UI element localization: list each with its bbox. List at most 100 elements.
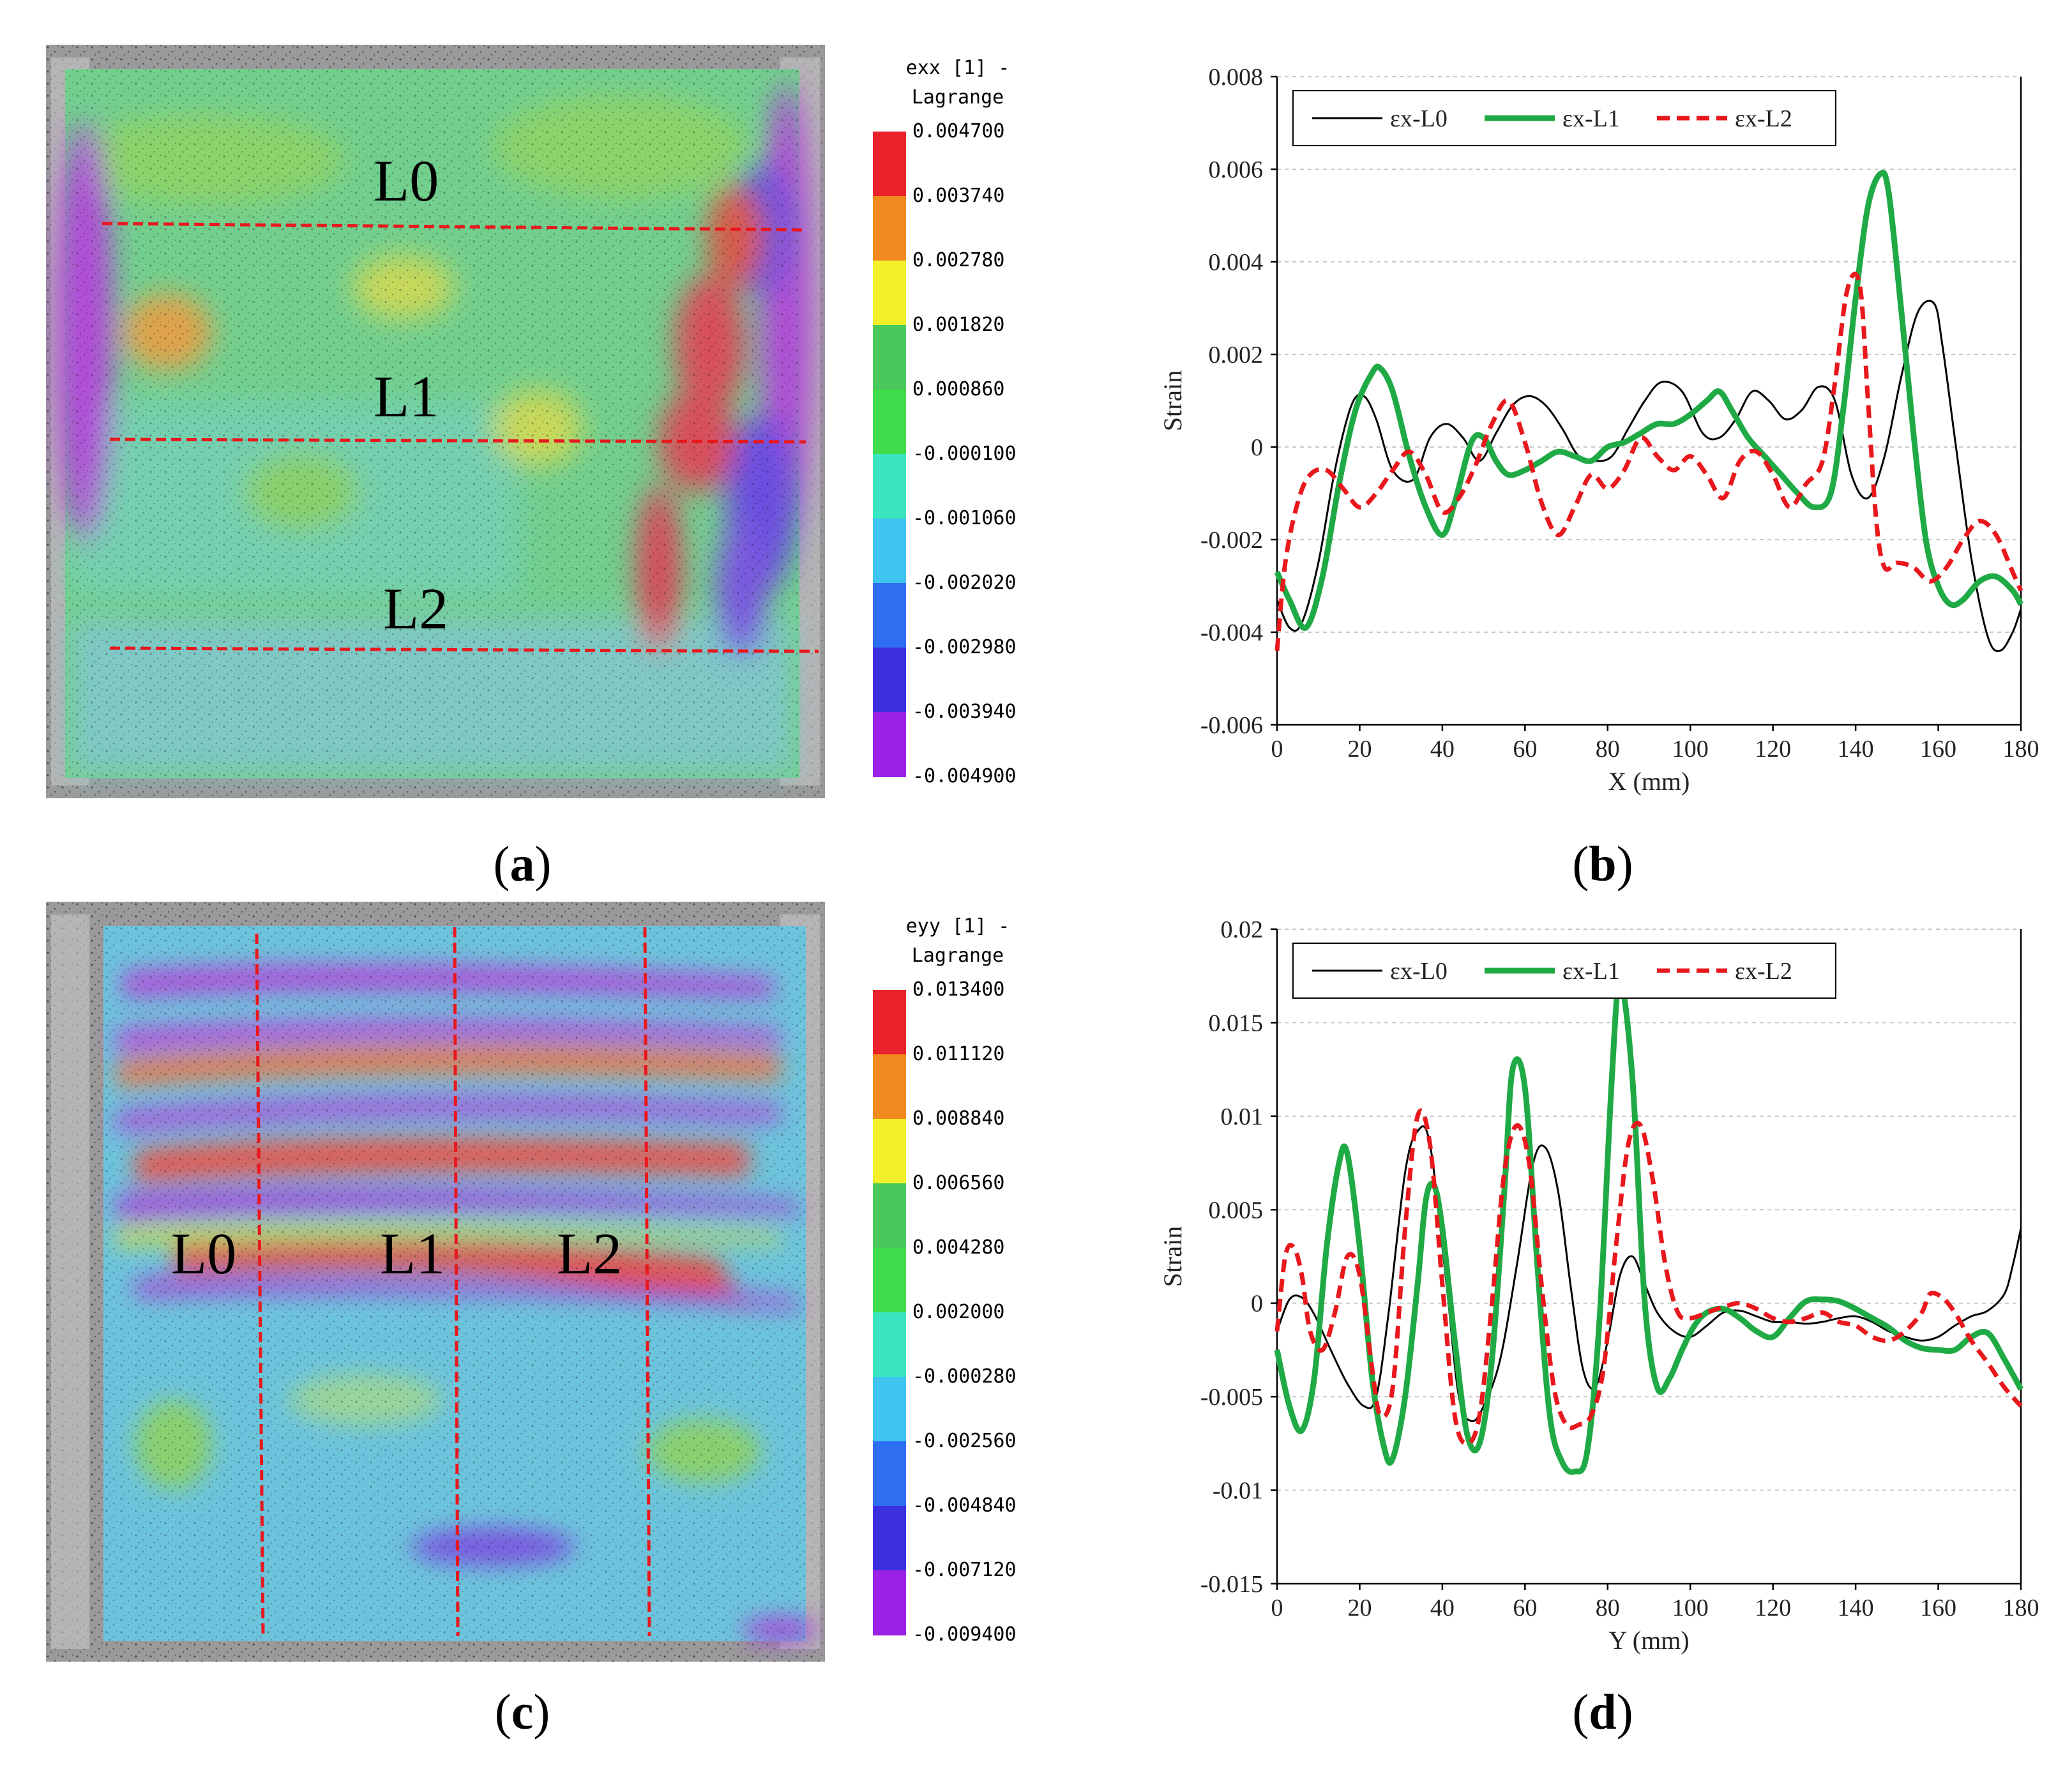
y-tick-label: 0 xyxy=(1251,1291,1263,1317)
colorbar-c-tick-label: 0.006560 xyxy=(912,1172,1005,1194)
colorbar-a-block xyxy=(873,390,906,455)
colorbar-a-tick-label: 0.003740 xyxy=(912,185,1005,207)
x-tick-label: 80 xyxy=(1596,736,1620,762)
y-axis-title: Strain xyxy=(1158,370,1187,432)
x-tick-label: 180 xyxy=(2003,1595,2039,1621)
x-tick-label: 180 xyxy=(2003,736,2039,762)
colorbar-c-tick-label: 0.002000 xyxy=(912,1301,1005,1323)
y-tick-label: 0 xyxy=(1251,434,1263,461)
x-tick-label: 80 xyxy=(1596,1595,1620,1621)
x-tick-label: 20 xyxy=(1347,1595,1372,1621)
colorbar-a-block xyxy=(873,519,906,584)
x-tick-label: 40 xyxy=(1430,1595,1455,1621)
y-tick-label: 0.005 xyxy=(1209,1197,1264,1224)
strain-field-c xyxy=(103,926,819,1642)
legend-label: εx-L0 xyxy=(1390,105,1448,132)
y-tick-label: -0.004 xyxy=(1200,619,1263,646)
colorbar-a-tick-label: -0.002020 xyxy=(912,572,1017,594)
colorbar-a-block xyxy=(873,583,906,648)
y-tick-label: 0.01 xyxy=(1221,1103,1264,1130)
x-tick-label: 0 xyxy=(1271,736,1283,762)
y-tick-label: -0.002 xyxy=(1200,527,1263,554)
line-L0-c xyxy=(255,933,265,1637)
dic-image-exx xyxy=(46,45,825,798)
colorbar-c-block xyxy=(873,1119,906,1184)
x-tick-label: 120 xyxy=(1755,736,1791,762)
line-label-L1-c: L1 xyxy=(380,1221,446,1286)
colorbar-a-tick-label: 0.001820 xyxy=(912,314,1005,336)
colorbar-a-block xyxy=(873,712,906,777)
colorbar-a xyxy=(873,132,906,777)
x-tick-label: 20 xyxy=(1347,736,1372,762)
line-L2-c xyxy=(643,927,651,1637)
line-label-L1-a: L1 xyxy=(374,364,439,429)
x-tick-label: 160 xyxy=(1920,1595,1956,1621)
line-label-L0-c: L0 xyxy=(171,1221,237,1286)
y-tick-label: 0.006 xyxy=(1209,156,1264,183)
series-line-1 xyxy=(1274,169,2023,631)
colorbar-a-tick-label: -0.004900 xyxy=(912,765,1017,787)
strain-field-a xyxy=(56,69,812,778)
colorbar-c xyxy=(873,990,906,1635)
colorbar-c-tick-label: 0.004280 xyxy=(912,1236,1005,1259)
series-line-2 xyxy=(1274,271,2023,651)
colorbar-c-block xyxy=(873,1248,906,1313)
colorbar-c-tick-label: 0.013400 xyxy=(912,978,1005,1001)
x-tick-label: 60 xyxy=(1513,1595,1537,1621)
x-tick-label: 120 xyxy=(1755,1595,1791,1621)
colorbar-title-a: exx [1] - Lagrange xyxy=(905,57,1010,109)
line-L0-a xyxy=(102,222,805,232)
legend-label: εx-L2 xyxy=(1735,105,1792,132)
x-tick-label: 100 xyxy=(1672,1595,1709,1621)
x-axis-title: X (mm) xyxy=(1608,767,1690,796)
legend-box xyxy=(1292,943,1836,999)
colorbar-c-block xyxy=(873,1054,906,1119)
legend-box xyxy=(1292,90,1836,146)
line-label-L2-a: L2 xyxy=(383,576,449,641)
panel-label-d: (d) xyxy=(1572,1684,1633,1740)
y-axis-title: Strain xyxy=(1158,1226,1187,1287)
x-tick-label: 140 xyxy=(1838,736,1874,762)
panel-label-a: (a) xyxy=(493,836,552,891)
dic-image-eyy xyxy=(46,902,825,1662)
colorbar-c-tick-label: -0.004840 xyxy=(912,1494,1017,1517)
legend-label: εx-L0 xyxy=(1390,958,1448,985)
line-label-L2-c: L2 xyxy=(557,1221,623,1286)
y-tick-label: 0.02 xyxy=(1221,916,1264,943)
colorbar-c-tick-label: 0.011120 xyxy=(912,1043,1005,1065)
colorbar-a-block xyxy=(873,132,906,197)
colorbar-a-tick-label: -0.001060 xyxy=(912,507,1017,529)
colorbar-a-tick-label: -0.003940 xyxy=(912,701,1017,723)
colorbar-c-block xyxy=(873,1377,906,1442)
colorbar-a-block xyxy=(873,261,906,326)
x-tick-label: 40 xyxy=(1430,736,1455,762)
colorbar-a-tick-label: 0.000860 xyxy=(912,378,1005,400)
colorbar-c-tick-label: -0.007120 xyxy=(912,1559,1017,1581)
colorbar-c-tick-label: 0.008840 xyxy=(912,1107,1005,1130)
line-L1-c xyxy=(453,927,460,1637)
colorbar-a-tick-label: -0.000100 xyxy=(912,443,1017,465)
y-tick-label: -0.006 xyxy=(1200,712,1263,739)
x-tick-label: 100 xyxy=(1672,736,1709,762)
x-tick-label: 160 xyxy=(1920,736,1956,762)
series-line-0 xyxy=(1276,300,2022,653)
y-tick-label: -0.005 xyxy=(1200,1384,1263,1411)
chart-b: -0.006 -0.004 -0.002 0 0.002 0.004 0.006 0.008 0… xyxy=(1158,64,2039,796)
colorbar-c-tick-label: -0.002560 xyxy=(912,1430,1017,1452)
colorbar-a-block xyxy=(873,325,906,390)
line-label-L0-a: L0 xyxy=(374,148,439,213)
y-tick-label: 0.004 xyxy=(1209,249,1264,276)
legend-label: εx-L1 xyxy=(1562,105,1620,132)
colorbar-c-block xyxy=(873,1441,906,1506)
colorbar-c-block xyxy=(873,990,906,1055)
colorbar-a-block xyxy=(873,196,906,261)
series-line-1 xyxy=(1274,978,2023,1475)
panel-label-b: (b) xyxy=(1572,836,1633,891)
colorbar-c-block xyxy=(873,1312,906,1377)
colorbar-a-block xyxy=(873,454,906,519)
panel-label-c: (c) xyxy=(494,1684,550,1740)
series-line-2 xyxy=(1274,1108,2023,1446)
x-tick-label: 0 xyxy=(1271,1595,1283,1621)
colorbar-c-tick-label: -0.000280 xyxy=(912,1365,1017,1388)
series-line-0 xyxy=(1276,1125,2022,1423)
